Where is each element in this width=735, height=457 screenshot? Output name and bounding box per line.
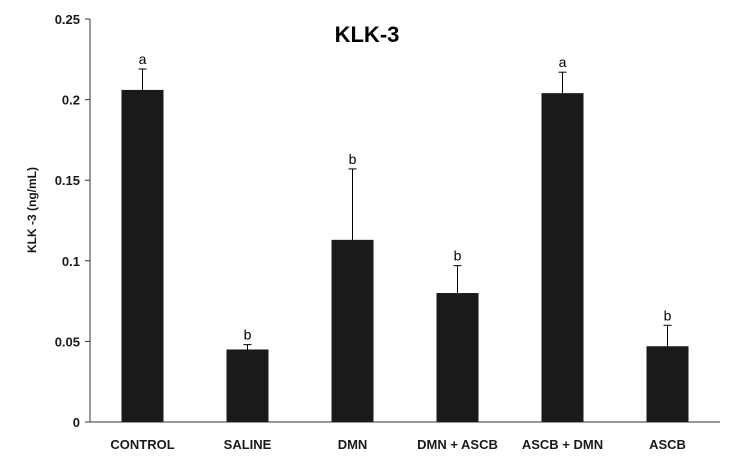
error-bars bbox=[138, 68, 672, 350]
y-tick-label: 0.25 bbox=[55, 12, 80, 27]
significance-labels: a b b b a b bbox=[139, 51, 672, 343]
x-tick-label: ASCB + DMN bbox=[522, 437, 603, 452]
y-tick-label: 0.2 bbox=[62, 93, 80, 108]
y-tick-label: 0 bbox=[73, 415, 80, 430]
significance-label: b bbox=[244, 327, 252, 343]
significance-label: a bbox=[559, 54, 567, 70]
x-tick-label: ASCB bbox=[649, 437, 686, 452]
significance-label: b bbox=[349, 151, 357, 167]
bar bbox=[436, 293, 479, 422]
bar bbox=[226, 349, 269, 422]
significance-label: b bbox=[454, 248, 462, 264]
axes bbox=[89, 19, 720, 423]
x-tick-label: DMN bbox=[338, 437, 368, 452]
bars bbox=[121, 89, 689, 422]
significance-label: b bbox=[664, 307, 672, 323]
y-tick-label: 0.15 bbox=[55, 173, 80, 188]
bar bbox=[331, 239, 374, 422]
x-tick-label: CONTROL bbox=[110, 437, 174, 452]
chart-title: KLK-3 bbox=[335, 22, 400, 47]
x-tick-label: DMN + ASCB bbox=[417, 437, 498, 452]
significance-label: a bbox=[139, 51, 147, 67]
bar bbox=[646, 346, 689, 422]
y-axis-title: KLK -3 (ng/mL) bbox=[25, 167, 39, 253]
x-tick-label: SALINE bbox=[224, 437, 272, 452]
x-tick-labels: CONTROL SALINE DMN DMN + ASCB ASCB + DMN ASCB bbox=[110, 437, 686, 452]
bar bbox=[541, 93, 584, 422]
y-tick-label: 0.05 bbox=[55, 334, 80, 349]
y-tick-label: 0.1 bbox=[62, 254, 80, 269]
y-ticks: 0 0.05 0.1 0.15 0.2 0.25 bbox=[55, 12, 90, 430]
bar bbox=[121, 89, 164, 422]
